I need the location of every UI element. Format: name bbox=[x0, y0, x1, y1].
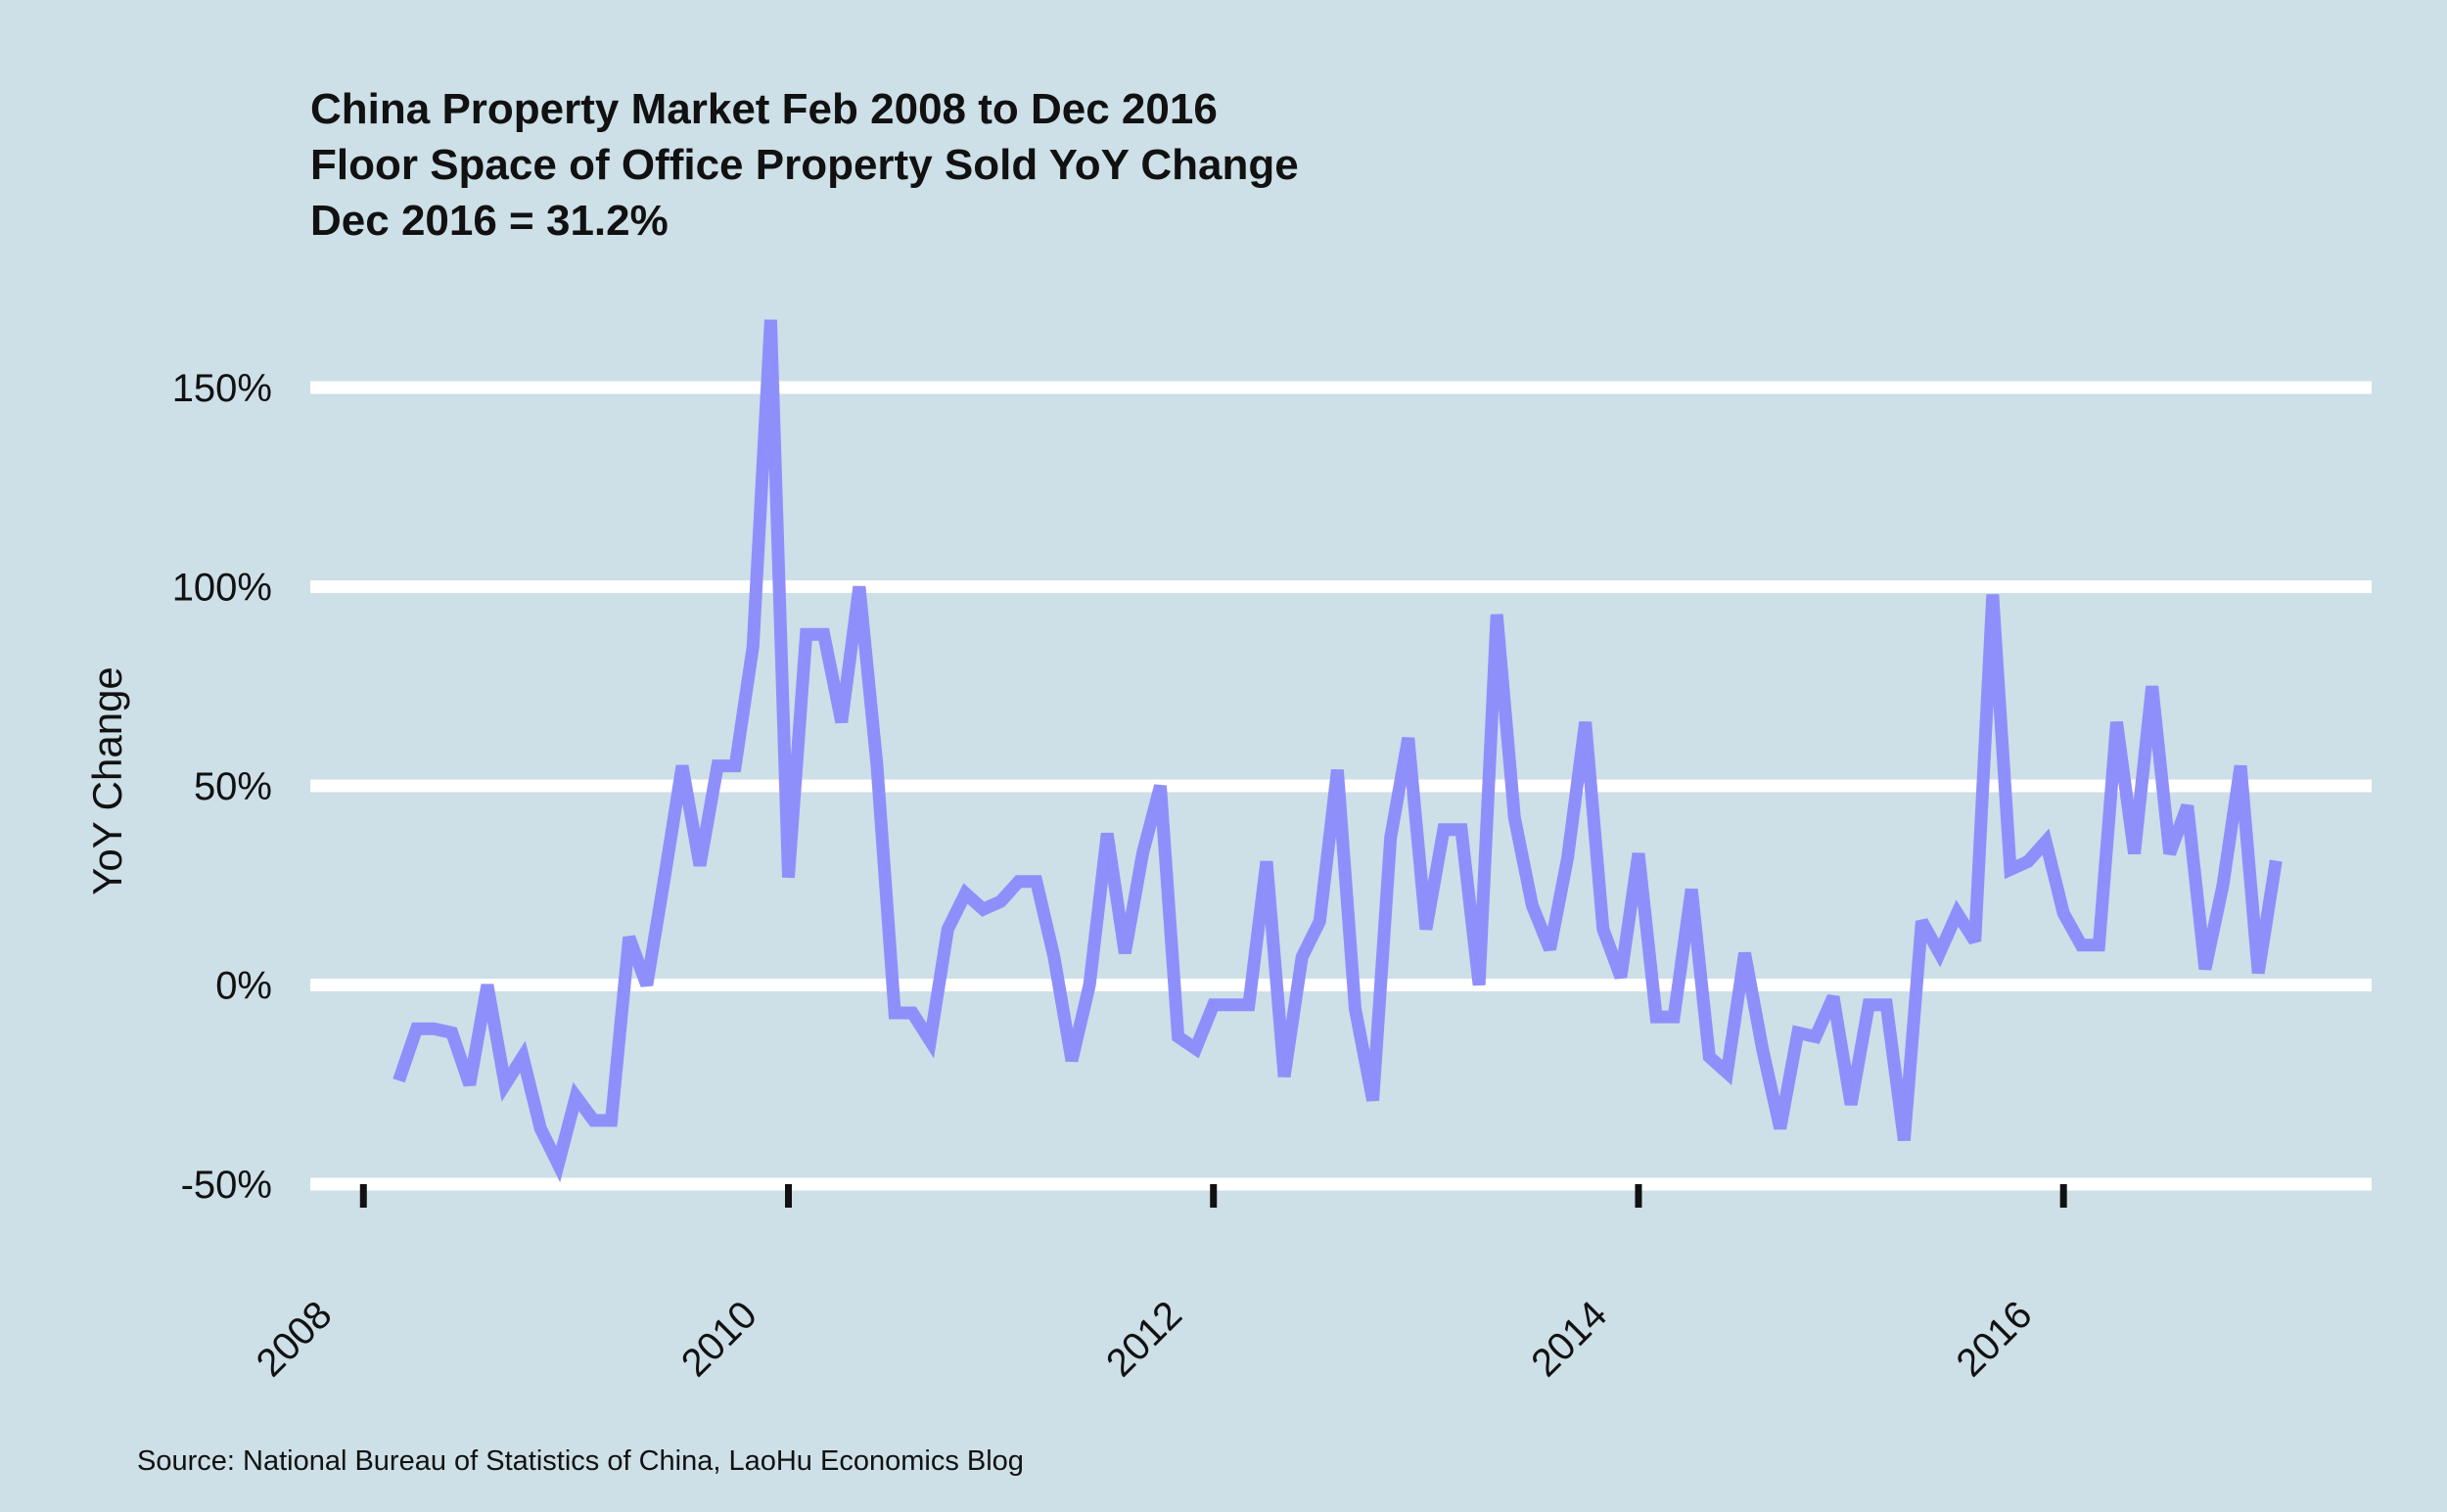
chart-title-line-2: Floor Space of Office Property Sold YoY … bbox=[310, 141, 1299, 189]
chart-title-line-1: China Property Market Feb 2008 to Dec 20… bbox=[310, 85, 1218, 133]
y-gridlines bbox=[310, 381, 2372, 1191]
y-tick-label: 50% bbox=[194, 765, 272, 808]
y-tick-label: -50% bbox=[181, 1164, 272, 1207]
source-note: Source: National Bureau of Statistics of… bbox=[137, 1445, 1024, 1477]
chart-title: China Property Market Feb 2008 to Dec 20… bbox=[310, 85, 1299, 245]
y-tick-labels: -50% 0% 50% 100% 150% bbox=[172, 367, 272, 1207]
y-tick-label: 0% bbox=[215, 965, 272, 1008]
chart-title-line-3: Dec 2016 = 31.2% bbox=[310, 197, 669, 245]
y-axis-label: YoY Change bbox=[84, 666, 130, 895]
y-tick-label: 150% bbox=[172, 367, 272, 410]
y-tick-label: 100% bbox=[172, 567, 272, 610]
series-line bbox=[392, 319, 2283, 1183]
x-ticks bbox=[359, 1184, 2067, 1208]
series bbox=[392, 319, 2283, 1183]
